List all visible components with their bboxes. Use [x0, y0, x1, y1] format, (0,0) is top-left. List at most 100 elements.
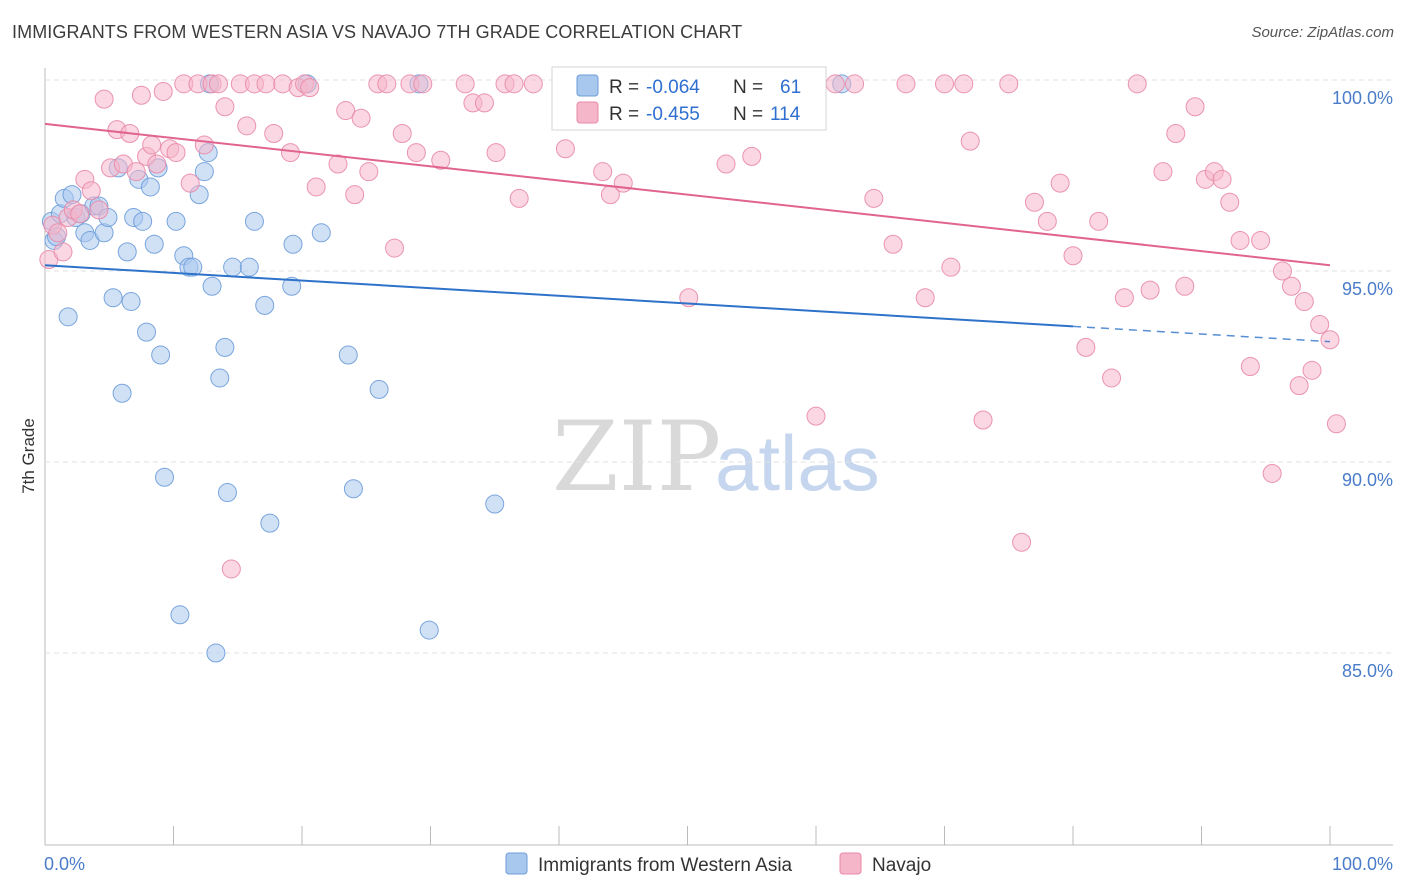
y-axis-title: 7th Grade	[19, 418, 38, 494]
navajo-point-70	[742, 146, 762, 166]
navajo-point-91	[1089, 211, 1109, 231]
navajo-point-99	[1185, 97, 1205, 117]
navajo-point-79	[935, 74, 954, 94]
western-asia-point-33	[183, 257, 203, 277]
navajo-point-16	[131, 85, 151, 105]
legend-blue-r-label: R =	[609, 77, 639, 98]
navajo-point-52	[406, 143, 426, 163]
navajo-point-50	[392, 123, 412, 143]
navajo-point-103	[1220, 192, 1240, 212]
legend-blue-r-value: -0.064	[646, 77, 700, 98]
navajo-point-45	[351, 108, 371, 128]
navajo-point-53	[413, 74, 433, 94]
legend-blue-n-value: 61	[780, 77, 801, 98]
navajo-point-8	[81, 181, 101, 201]
navajo-point-58	[486, 143, 506, 163]
navajo-point-55	[455, 74, 475, 94]
western-asia-point-38	[206, 643, 226, 663]
navajo-point-106	[1251, 230, 1271, 250]
x-tick-label-min: 0.0%	[44, 854, 85, 874]
navajo-point-54	[431, 150, 451, 170]
bottom-legend-pink-label: Navajo	[872, 855, 931, 876]
navajo-point-35	[264, 123, 284, 143]
navajo-point-110	[1289, 376, 1309, 396]
navajo-point-97	[1166, 123, 1186, 143]
navajo-point-92	[1102, 368, 1122, 388]
navajo-point-82	[960, 131, 980, 151]
bottom-legend-blue-label: Immigrants from Western Asia	[538, 855, 793, 876]
navajo-point-98	[1175, 276, 1195, 296]
western-asia-point-43	[239, 257, 259, 277]
western-asia-point-47	[282, 276, 302, 296]
y-tick-label-90: 90.0%	[1342, 470, 1393, 490]
western-asia-point-35	[194, 162, 214, 182]
western-asia-point-56	[485, 494, 505, 514]
navajo-point-9	[89, 200, 109, 220]
y-tick-labels: 85.0% 90.0% 95.0% 100.0%	[1332, 88, 1393, 681]
western-asia-point-23	[137, 322, 157, 342]
navajo-point-75	[864, 188, 884, 208]
western-asia-point-22	[133, 211, 153, 231]
western-asia-point-28	[155, 467, 175, 487]
western-asia-point-53	[369, 379, 389, 399]
navajo-point-112	[1302, 360, 1322, 380]
western-asia-point-52	[343, 479, 363, 499]
navajo-point-19	[147, 154, 167, 174]
navajo-point-102	[1212, 169, 1232, 189]
navajo-point-83	[973, 410, 993, 430]
navajo-point-93	[1114, 288, 1134, 308]
chart-source: Source: ZipAtlas.com	[1251, 24, 1394, 41]
navajo-point-113	[1310, 314, 1330, 334]
western-asia-point-25	[144, 234, 164, 254]
western-asia-point-19	[121, 292, 141, 312]
navajo-point-88	[1050, 173, 1070, 193]
western-asia-point-30	[170, 605, 190, 625]
navajo-point-115	[1326, 414, 1346, 434]
western-asia-point-41	[217, 483, 237, 503]
legend-blue-n-label: N =	[733, 77, 763, 98]
western-asia-point-27	[151, 345, 171, 365]
navajo-point-105	[1240, 357, 1260, 376]
western-asia-point-17	[112, 383, 132, 403]
navajo-point-15	[126, 162, 146, 182]
navajo-point-46	[359, 162, 379, 182]
navajo-point-24	[180, 173, 200, 193]
western-asia-point-50	[311, 223, 331, 243]
navajo-point-81	[954, 74, 974, 94]
navajo-point-85	[1012, 532, 1032, 552]
navajo-point-29	[215, 97, 235, 117]
navajo-point-40	[300, 78, 320, 98]
navajo-point-80	[941, 257, 961, 277]
navajo-point-32	[237, 116, 257, 136]
western-asia-point-37	[202, 276, 222, 296]
navajo-point-60	[504, 74, 524, 94]
legend-box: R = -0.064 N = 61 R = -0.455 N = 114	[551, 66, 827, 131]
navajo-point-78	[915, 288, 935, 308]
western-asia-point-45	[255, 295, 275, 315]
navajo-point-61	[509, 188, 529, 208]
bottom-legend-pink-swatch	[839, 852, 862, 875]
western-asia-point-44	[244, 211, 264, 231]
navajo-point-44	[345, 185, 365, 205]
western-asia-point-29	[166, 211, 186, 231]
navajo-point-89	[1063, 246, 1083, 266]
western-asia-point-48	[283, 234, 303, 254]
navajo-point-86	[1024, 192, 1044, 212]
navajo-point-34	[256, 74, 276, 94]
navajo-point-22	[166, 143, 186, 163]
bottom-legend-blue-swatch	[505, 852, 528, 875]
western-asia-point-15	[103, 288, 123, 308]
x-tick-label-max: 100.0%	[1332, 854, 1393, 874]
navajo-point-42	[328, 154, 348, 174]
navajo-point-114	[1320, 330, 1340, 350]
western-asia-trend-line	[44, 264, 1074, 328]
navajo-point-20	[153, 81, 173, 101]
legend-pink-n-value: 114	[770, 104, 801, 125]
y-tick-label-95: 95.0%	[1342, 279, 1393, 299]
navajo-point-10	[94, 89, 114, 109]
western-asia-point-24	[140, 177, 160, 197]
western-asia-trend-extension	[1072, 325, 1331, 343]
navajo-point-30	[221, 559, 241, 579]
bottom-legend: Immigrants from Western Asia Navajo	[505, 852, 931, 876]
